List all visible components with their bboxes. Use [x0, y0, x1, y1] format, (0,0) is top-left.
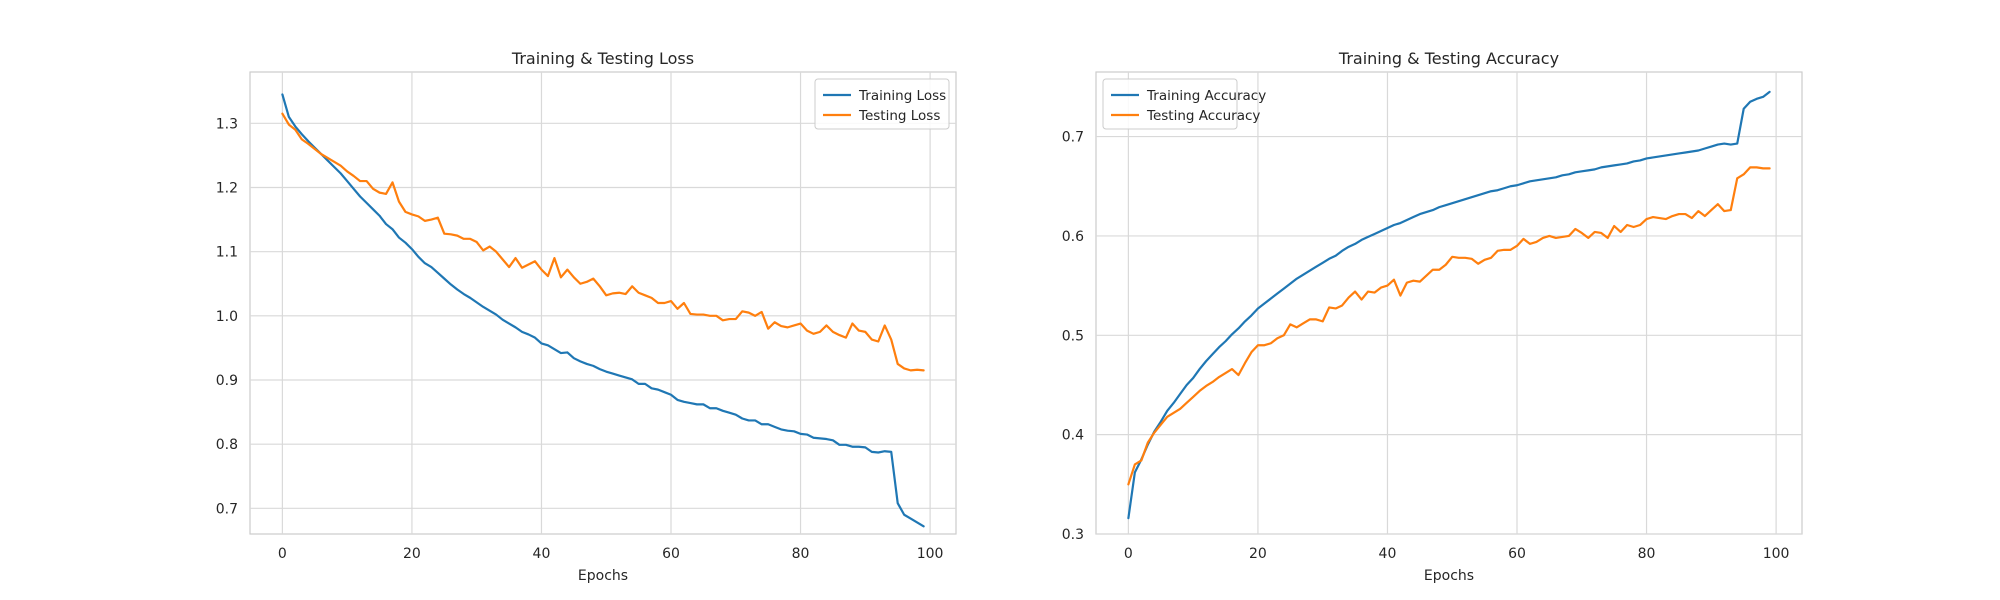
x-tick-label: 20	[403, 546, 421, 562]
x-tick-label: 60	[662, 546, 680, 562]
series-line-training-loss	[281, 93, 925, 528]
x-tick-label: 80	[1638, 546, 1656, 562]
x-tick-label: 20	[1249, 546, 1267, 562]
y-tick-label: 0.7	[1062, 130, 1084, 146]
y-tick-label: 1.1	[216, 245, 238, 261]
y-tick-label: 1.3	[216, 116, 238, 132]
x-tick-label: 60	[1508, 546, 1526, 562]
chart-title: Training & Testing Accuracy	[1338, 49, 1559, 68]
x-tick-label: 100	[1763, 546, 1790, 562]
legend-label: Training Accuracy	[1146, 88, 1266, 104]
plot-area	[1095, 71, 1803, 535]
legend-label: Testing Accuracy	[1146, 108, 1260, 124]
legend: Training Accuracy Testing Accuracy	[1102, 78, 1266, 130]
accuracy-chart: 0 20 40 60 80 100 0.3 0.4 0.5 0.6 0.7 Training & Te…	[1062, 49, 1803, 584]
y-tick-label: 0.6	[1062, 229, 1084, 245]
y-tick-label: 1.0	[216, 309, 238, 325]
y-tick-label: 0.3	[1062, 527, 1084, 543]
x-tick-label: 0	[1124, 546, 1133, 562]
y-tick-label: 0.7	[216, 501, 238, 517]
x-tick-label: 40	[1379, 546, 1397, 562]
x-axis-label: Epochs	[1424, 568, 1474, 584]
legend-box	[814, 78, 950, 130]
legend-label: Testing Loss	[858, 108, 940, 124]
x-axis-label: Epochs	[578, 568, 628, 584]
x-tick-label: 40	[533, 546, 551, 562]
y-tick-label: 0.4	[1062, 428, 1084, 444]
y-tick-label: 0.5	[1062, 328, 1084, 344]
series-line-testing-accuracy	[1127, 166, 1771, 486]
y-tick-label: 1.2	[216, 181, 238, 197]
legend-box	[1102, 78, 1238, 130]
y-tick-label: 0.8	[216, 437, 238, 453]
series-line-testing-loss	[281, 112, 925, 372]
x-tick-label: 80	[792, 546, 810, 562]
plot-area	[249, 71, 957, 535]
y-tick-label: 0.9	[216, 373, 238, 389]
legend-label: Training Loss	[858, 88, 946, 104]
loss-chart: 0 20 40 60 80 100 0.7 0.8 0.9 1.0 1.1 1.2 1.3 Trainin…	[216, 49, 957, 584]
series-line-training-accuracy	[1127, 90, 1771, 520]
x-tick-label: 100	[917, 546, 944, 562]
legend: Training Loss Testing Loss	[814, 78, 950, 130]
x-tick-label: 0	[278, 546, 287, 562]
chart-title: Training & Testing Loss	[511, 49, 694, 68]
